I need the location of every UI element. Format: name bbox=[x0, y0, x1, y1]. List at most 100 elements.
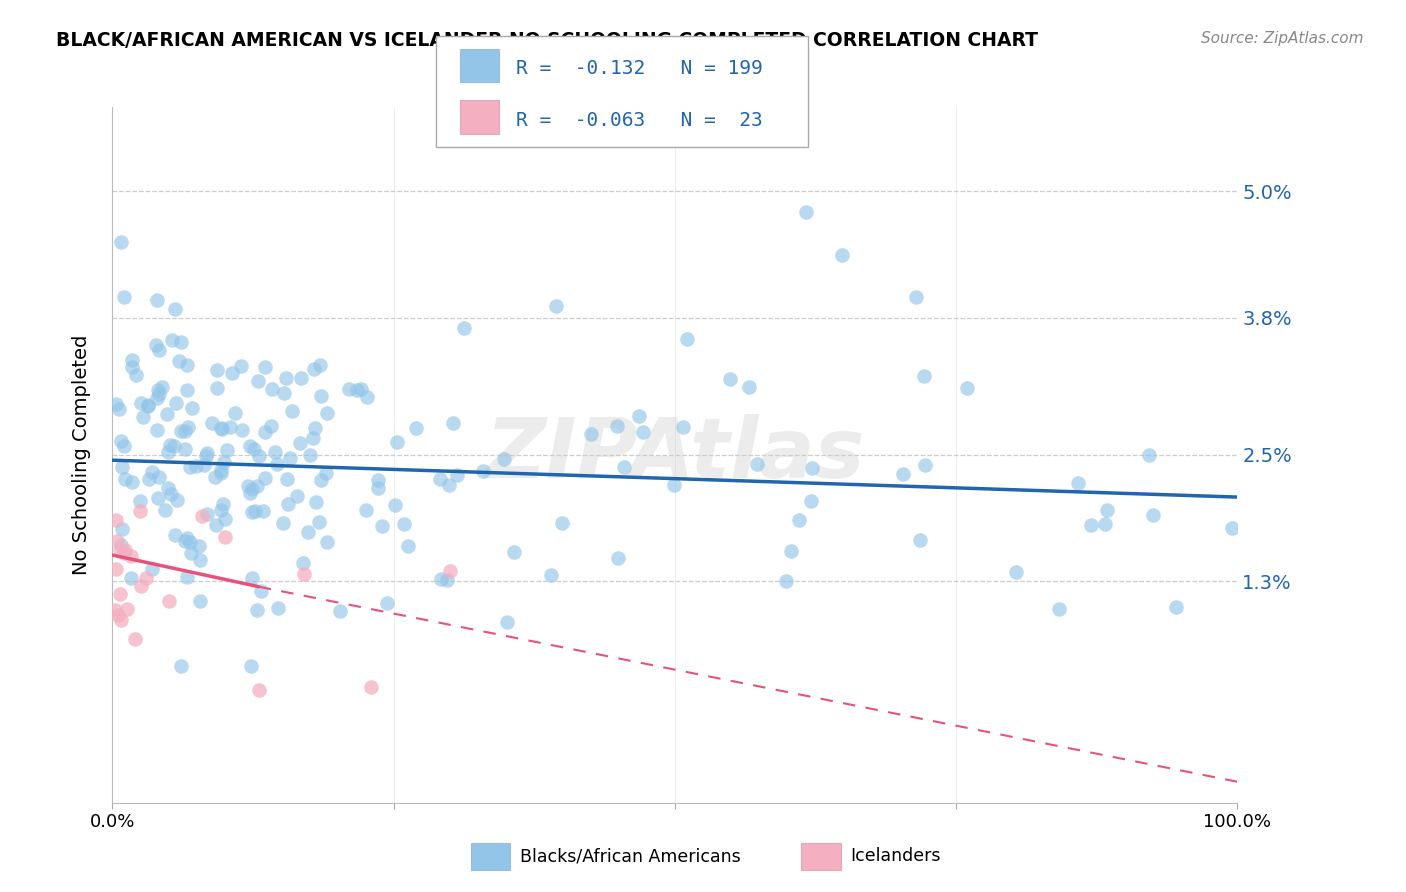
Point bbox=[105, 562, 128, 576]
Point bbox=[219, 419, 242, 434]
Point bbox=[112, 290, 135, 304]
Point bbox=[502, 545, 524, 559]
Text: BLACK/AFRICAN AMERICAN VS ICELANDER NO SCHOOLING COMPLETED CORRELATION CHART: BLACK/AFRICAN AMERICAN VS ICELANDER NO S… bbox=[56, 31, 1038, 50]
Point bbox=[544, 299, 567, 313]
Point bbox=[429, 473, 451, 487]
Point bbox=[908, 533, 931, 547]
Point bbox=[453, 320, 475, 334]
Point bbox=[1164, 599, 1187, 614]
Point bbox=[170, 335, 193, 350]
Point bbox=[179, 535, 201, 549]
Point bbox=[163, 528, 186, 542]
Point bbox=[191, 509, 214, 524]
Point bbox=[205, 517, 228, 532]
Point bbox=[316, 406, 339, 420]
Point bbox=[174, 533, 197, 548]
Point bbox=[211, 497, 233, 511]
Point bbox=[439, 478, 461, 492]
Point bbox=[156, 482, 179, 496]
Point bbox=[581, 426, 603, 441]
Point bbox=[214, 530, 236, 544]
Point bbox=[292, 567, 315, 582]
Point bbox=[141, 562, 163, 576]
Text: R =  -0.132   N = 199: R = -0.132 N = 199 bbox=[516, 60, 762, 78]
Point bbox=[891, 467, 914, 481]
Point bbox=[794, 205, 817, 219]
Point bbox=[157, 594, 180, 608]
Point bbox=[108, 587, 131, 601]
Point bbox=[162, 333, 184, 347]
Point bbox=[243, 442, 266, 456]
Point bbox=[276, 472, 298, 486]
Point bbox=[672, 419, 695, 434]
Point bbox=[129, 395, 152, 409]
Point bbox=[148, 470, 170, 484]
Point bbox=[254, 425, 277, 440]
Point bbox=[188, 553, 211, 567]
Point bbox=[105, 534, 128, 549]
Text: ZIPAtlas: ZIPAtlas bbox=[485, 415, 865, 495]
Point bbox=[217, 443, 239, 458]
Point bbox=[247, 683, 270, 698]
Point bbox=[800, 494, 823, 508]
Point bbox=[111, 460, 134, 475]
Point bbox=[904, 290, 927, 304]
Point bbox=[205, 363, 228, 377]
Point bbox=[163, 439, 186, 453]
Point bbox=[165, 396, 187, 410]
Point bbox=[148, 343, 170, 358]
Point bbox=[367, 473, 389, 487]
Point bbox=[718, 372, 741, 386]
Point bbox=[266, 457, 288, 471]
Point bbox=[328, 604, 350, 618]
Point bbox=[174, 424, 197, 438]
Point bbox=[285, 489, 308, 503]
Point bbox=[354, 502, 377, 516]
Point bbox=[291, 556, 314, 570]
Point bbox=[290, 435, 312, 450]
Point bbox=[1137, 448, 1160, 462]
Point bbox=[1094, 516, 1116, 531]
Point bbox=[309, 389, 332, 403]
Point bbox=[239, 439, 262, 453]
Point bbox=[260, 382, 283, 396]
Point bbox=[176, 570, 198, 584]
Point bbox=[146, 293, 169, 307]
Point bbox=[145, 338, 167, 352]
Point bbox=[129, 504, 152, 518]
Point bbox=[249, 583, 271, 598]
Point bbox=[281, 404, 304, 418]
Point bbox=[231, 423, 253, 437]
Point bbox=[494, 451, 516, 466]
Point bbox=[495, 615, 517, 630]
Point bbox=[631, 425, 654, 439]
Point bbox=[224, 406, 246, 420]
Point bbox=[193, 458, 215, 472]
Text: Icelanders: Icelanders bbox=[851, 847, 941, 865]
Point bbox=[243, 503, 266, 517]
Point bbox=[346, 383, 368, 397]
Point bbox=[304, 421, 326, 435]
Point bbox=[121, 353, 143, 368]
Point bbox=[107, 608, 129, 623]
Point bbox=[551, 516, 574, 530]
Point bbox=[112, 439, 135, 453]
Point bbox=[110, 235, 132, 249]
Point bbox=[146, 423, 169, 437]
Point bbox=[111, 522, 134, 536]
Point bbox=[128, 494, 150, 508]
Point bbox=[240, 483, 263, 497]
Point bbox=[831, 247, 853, 261]
Point bbox=[240, 571, 263, 585]
Point bbox=[385, 435, 408, 450]
Point bbox=[214, 512, 236, 526]
Point bbox=[304, 361, 326, 376]
Point bbox=[356, 390, 378, 404]
Point bbox=[441, 417, 464, 431]
Point bbox=[120, 571, 142, 585]
Point bbox=[775, 574, 797, 588]
Point bbox=[429, 572, 451, 586]
Point bbox=[238, 486, 260, 500]
Point bbox=[207, 381, 229, 395]
Point bbox=[153, 502, 176, 516]
